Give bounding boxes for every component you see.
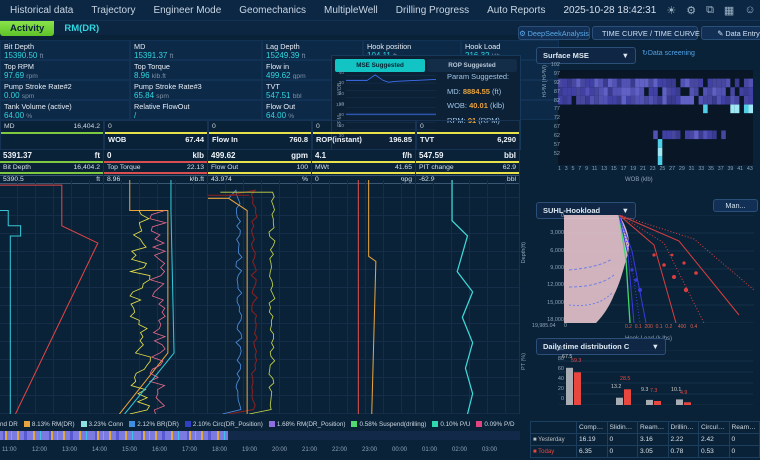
svg-text:23:00: 23:00 xyxy=(362,447,378,453)
svg-text:01:00: 01:00 xyxy=(422,447,438,453)
svg-text:15:00: 15:00 xyxy=(122,447,138,453)
svg-text:21:00: 21:00 xyxy=(302,447,318,453)
svg-text:12:00: 12:00 xyxy=(32,447,48,453)
svg-text:20:00: 20:00 xyxy=(272,447,288,453)
svg-text:17:00: 17:00 xyxy=(182,447,198,453)
svg-text:22:00: 22:00 xyxy=(332,447,348,453)
svg-text:03:00: 03:00 xyxy=(482,447,498,453)
svg-text:02:00: 02:00 xyxy=(452,447,468,453)
svg-text:18:00: 18:00 xyxy=(212,447,228,453)
svg-text:14:00: 14:00 xyxy=(92,447,108,453)
svg-text:00:00: 00:00 xyxy=(392,447,408,453)
svg-text:16:00: 16:00 xyxy=(152,447,168,453)
svg-text:19:00: 19:00 xyxy=(242,447,258,453)
svg-text:13:00: 13:00 xyxy=(62,447,78,453)
svg-text:11:00: 11:00 xyxy=(2,447,17,453)
